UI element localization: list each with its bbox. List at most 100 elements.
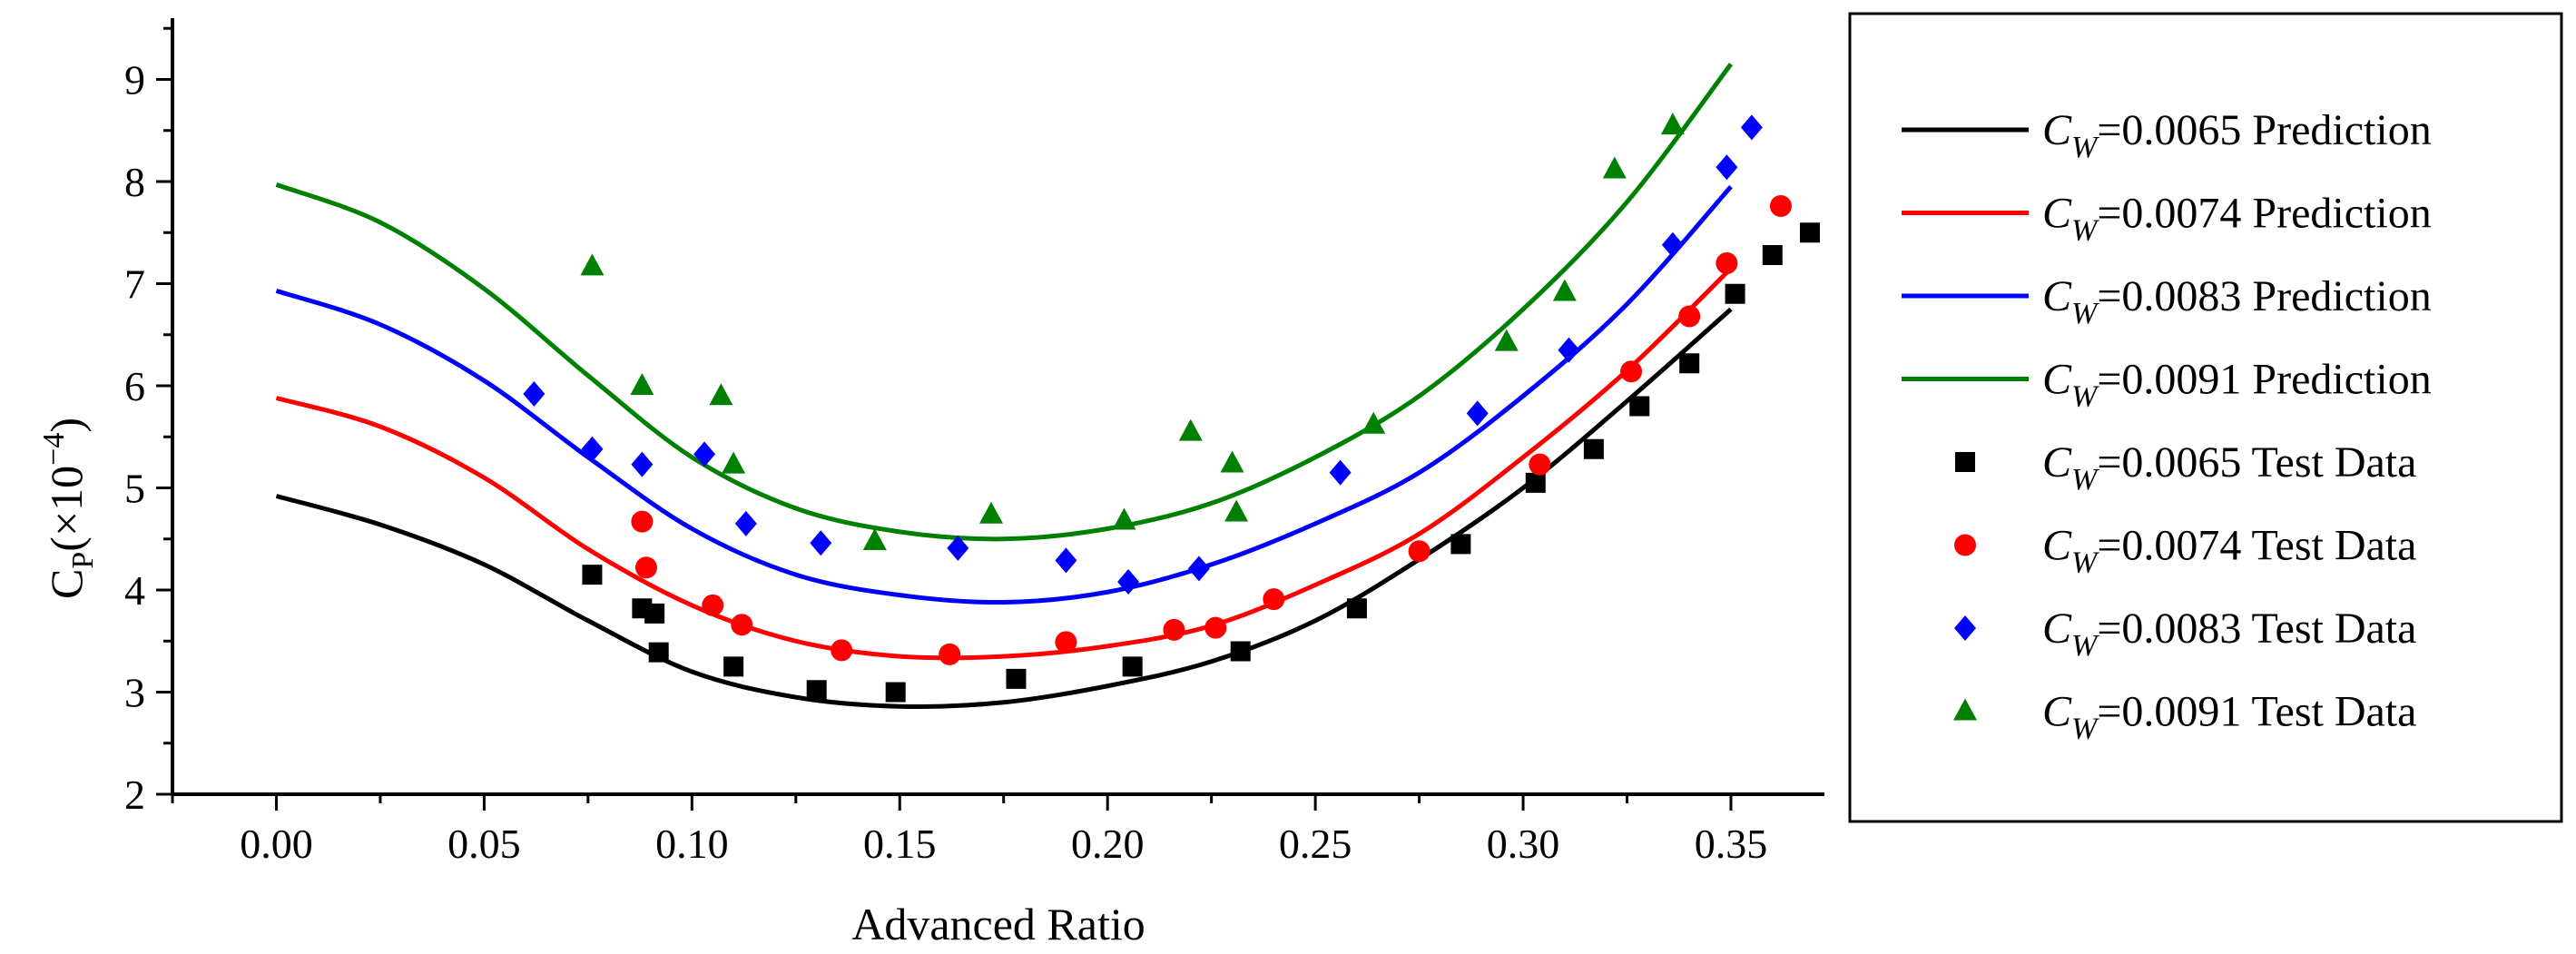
legend-text-body: =0.0091 Test Data (2097, 688, 2416, 736)
y-axis-ticks: 2 3 4 5 6 7 8 9 (124, 26, 172, 818)
test-point-0.0074 (1263, 588, 1285, 611)
legend-text-body: =0.0083 Prediction (2097, 272, 2431, 320)
legend-swatch-marker (1953, 698, 1977, 721)
test-point-0.0083 (1716, 154, 1738, 181)
x-axis-ticks: 0.00 0.05 0.10 0.15 0.20 0.25 0.30 0.35 (171, 794, 1768, 867)
y-axis-title-subscript: P (66, 552, 100, 569)
y-axis-title-base: C (41, 569, 92, 599)
test-point-0.0074 (1408, 540, 1431, 563)
y-tick-label: 8 (124, 159, 145, 205)
x-tick-label: 0.15 (863, 821, 937, 867)
legend-subscript: W (2071, 297, 2099, 330)
test-point-0.0065 (1629, 396, 1650, 417)
test-point-0.0083 (734, 510, 757, 536)
x-axis-title: Advanced Ratio (851, 899, 1145, 949)
legend-swatch-marker (1954, 615, 1976, 641)
y-axis-title-exponent: −4 (37, 433, 71, 466)
test-point-0.0074 (1204, 616, 1227, 639)
y-tick-label: 7 (124, 261, 145, 308)
test-point-0.0074 (1163, 618, 1185, 641)
legend-subscript: W (2071, 629, 2099, 663)
test-point-0.0065 (1346, 598, 1367, 619)
test-point-0.0091 (709, 383, 733, 406)
y-tick-label: 3 (124, 670, 145, 716)
legend-label: CW=0.0083 Prediction (2042, 272, 2432, 330)
legend-text-body: =0.0074 Prediction (2097, 190, 2431, 238)
legend-subscript: W (2071, 546, 2099, 580)
legend-symbol: C (2042, 356, 2072, 404)
y-tick-label: 6 (124, 363, 145, 409)
test-point-0.0074 (1678, 305, 1701, 328)
test-point-0.0065 (806, 680, 827, 701)
x-tick-label: 0.05 (447, 821, 521, 867)
x-tick-label: 0.25 (1279, 821, 1352, 867)
legend-swatch-marker (1955, 452, 1975, 472)
test-point-0.0083 (1466, 400, 1489, 427)
test-point-0.0065 (1725, 283, 1745, 304)
prediction-line-0.0074 (275, 266, 1733, 661)
test-point-0.0091 (978, 501, 1003, 524)
legend-symbol: C (2042, 605, 2072, 653)
legend-subscript: W (2071, 380, 2099, 414)
plot-area (171, 18, 1824, 796)
test-point-0.0091 (1178, 418, 1203, 441)
test-point-0.0091 (1224, 499, 1249, 522)
legend-box (1848, 12, 2563, 823)
y-axis-title-unit: (×10 (41, 466, 92, 552)
y-tick-label: 4 (124, 567, 145, 614)
test-point-0.0065 (1525, 472, 1546, 493)
test-point-0.0083 (1055, 547, 1077, 574)
test-point-0.0091 (580, 253, 605, 276)
test-point-0.0065 (644, 603, 665, 624)
test-point-0.0074 (1769, 195, 1792, 217)
legend-label: CW=0.0065 Test Data (2042, 438, 2416, 497)
test-point-0.0083 (947, 535, 969, 561)
test-point-0.0083 (693, 441, 716, 467)
legend-symbol: C (2042, 190, 2072, 238)
x-tick-label: 0.00 (240, 821, 313, 867)
legend-label: CW=0.0091 Prediction (2042, 356, 2432, 414)
x-tick-label: 0.35 (1695, 821, 1768, 867)
test-point-0.0074 (631, 510, 654, 533)
legend-subscript: W (2071, 713, 2099, 746)
test-point-0.0074 (939, 643, 961, 665)
test-point-0.0083 (1329, 459, 1352, 486)
x-tick-label: 0.20 (1071, 821, 1145, 867)
legend-text-body: =0.0074 Test Data (2097, 522, 2416, 570)
legend-symbol: C (2042, 688, 2072, 736)
legend-text-body: =0.0065 Prediction (2097, 106, 2431, 154)
test-point-0.0074 (831, 639, 853, 662)
test-point-0.0065 (885, 682, 906, 703)
test-point-0.0065 (648, 642, 669, 663)
legend-subscript: W (2071, 131, 2099, 164)
test-point-0.0065 (1006, 668, 1027, 689)
y-tick-label: 5 (124, 466, 145, 512)
test-point-0.0091 (1494, 329, 1519, 351)
legend-symbol: C (2042, 438, 2072, 487)
legend-label: CW=0.0065 Prediction (2042, 106, 2432, 164)
legend-label: CW=0.0074 Test Data (2042, 522, 2416, 580)
test-point-0.0065 (1122, 656, 1143, 677)
test-point-0.0083 (810, 530, 832, 556)
test-point-0.0074 (702, 594, 724, 616)
legend-label: CW=0.0083 Test Data (2042, 605, 2416, 663)
y-axis-title-close: ) (41, 418, 92, 433)
test-point-0.0083 (1117, 569, 1140, 595)
legend-subscript: W (2071, 463, 2099, 497)
legend-subscript: W (2071, 214, 2099, 248)
prediction-line-0.0091 (275, 63, 1733, 542)
test-point-0.0065 (1679, 353, 1700, 374)
x-tick-label: 0.30 (1487, 821, 1560, 867)
test-point-0.0065 (1799, 222, 1820, 243)
test-point-0.0074 (1529, 453, 1551, 476)
legend-symbol: C (2042, 522, 2072, 570)
test-point-0.0083 (631, 451, 654, 477)
test-point-0.0074 (1055, 631, 1077, 654)
prediction-line-0.0083 (275, 184, 1733, 605)
test-point-0.0091 (1112, 507, 1136, 530)
test-point-0.0065 (582, 565, 603, 585)
test-point-0.0065 (1583, 438, 1604, 459)
test-point-0.0074 (1620, 360, 1643, 383)
